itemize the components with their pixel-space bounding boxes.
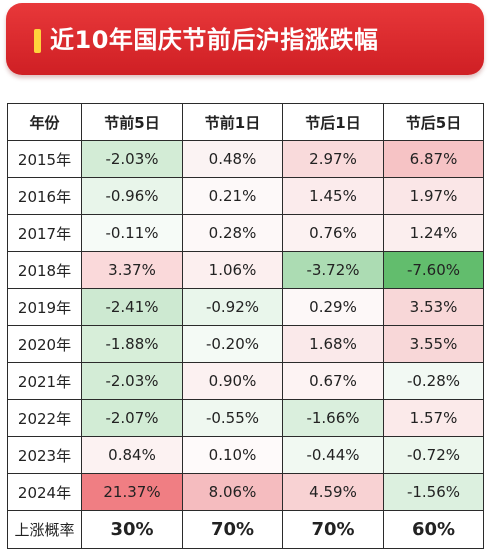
- value-cell: -0.11%: [81, 214, 183, 252]
- table-row: 2017年 -0.11% 0.28% 0.76% 1.24%: [7, 214, 484, 252]
- value-cell: 4.59%: [282, 473, 384, 511]
- value-cell: 3.37%: [81, 251, 183, 289]
- value-cell: 0.21%: [182, 177, 283, 215]
- year-cell: 2023年: [7, 436, 82, 474]
- column-header-post-5d: 节后5日: [383, 103, 484, 141]
- year-cell: 2021年: [7, 362, 82, 400]
- summary-value: 60%: [383, 510, 484, 549]
- value-cell: -0.55%: [182, 399, 283, 437]
- value-cell: 21.37%: [81, 473, 183, 511]
- table-row: 2022年 -2.07% -0.55% -1.66% 1.57%: [7, 399, 484, 437]
- value-cell: 0.48%: [182, 140, 283, 178]
- table-row: 2021年 -2.03% 0.90% 0.67% -0.28%: [7, 362, 484, 400]
- table-row: 2023年 0.84% 0.10% -0.44% -0.72%: [7, 436, 484, 474]
- title-accent-bar: [34, 29, 41, 53]
- value-cell: -0.20%: [182, 325, 283, 363]
- column-header-pre-1d: 节前1日: [182, 103, 283, 141]
- value-cell: -2.03%: [81, 362, 183, 400]
- value-cell: 0.10%: [182, 436, 283, 474]
- year-cell: 2019年: [7, 288, 82, 326]
- value-cell: -2.07%: [81, 399, 183, 437]
- year-cell: 2017年: [7, 214, 82, 252]
- year-cell: 2020年: [7, 325, 82, 363]
- value-cell: 3.53%: [383, 288, 484, 326]
- value-cell: -3.72%: [282, 251, 384, 289]
- value-cell: 0.76%: [282, 214, 384, 252]
- value-cell: 1.68%: [282, 325, 384, 363]
- value-cell: 0.90%: [182, 362, 283, 400]
- summary-value: 70%: [282, 510, 384, 549]
- table-header-row: 年份 节前5日 节前1日 节后1日 节后5日: [7, 103, 484, 141]
- value-cell: 1.24%: [383, 214, 484, 252]
- year-cell: 2015年: [7, 140, 82, 178]
- value-cell: -7.60%: [383, 251, 484, 289]
- year-cell: 2024年: [7, 473, 82, 511]
- column-header-pre-5d: 节前5日: [81, 103, 183, 141]
- table-row: 2019年 -2.41% -0.92% 0.29% 3.53%: [7, 288, 484, 326]
- value-cell: -0.28%: [383, 362, 484, 400]
- returns-table: 年份 节前5日 节前1日 节后1日 节后5日 2015年 -2.03% 0.48…: [7, 103, 484, 549]
- value-cell: 0.67%: [282, 362, 384, 400]
- value-cell: 1.97%: [383, 177, 484, 215]
- value-cell: -0.72%: [383, 436, 484, 474]
- column-header-post-1d: 节后1日: [282, 103, 384, 141]
- value-cell: 0.84%: [81, 436, 183, 474]
- title-banner: 近10年国庆节前后沪指涨跌幅: [6, 3, 484, 75]
- value-cell: 1.06%: [182, 251, 283, 289]
- column-header-year: 年份: [7, 103, 82, 141]
- year-cell: 2022年: [7, 399, 82, 437]
- table-row: 2015年 -2.03% 0.48% 2.97% 6.87%: [7, 140, 484, 178]
- table-row: 2024年 21.37% 8.06% 4.59% -1.56%: [7, 473, 484, 511]
- summary-row: 上涨概率 30% 70% 70% 60%: [7, 510, 484, 549]
- value-cell: 0.28%: [182, 214, 283, 252]
- summary-label: 上涨概率: [7, 510, 82, 549]
- value-cell: 1.45%: [282, 177, 384, 215]
- value-cell: 8.06%: [182, 473, 283, 511]
- value-cell: -2.41%: [81, 288, 183, 326]
- value-cell: 2.97%: [282, 140, 384, 178]
- page-title: 近10年国庆节前后沪指涨跌幅: [50, 26, 379, 54]
- value-cell: 1.57%: [383, 399, 484, 437]
- table-row: 2020年 -1.88% -0.20% 1.68% 3.55%: [7, 325, 484, 363]
- value-cell: 3.55%: [383, 325, 484, 363]
- table-row: 2018年 3.37% 1.06% -3.72% -7.60%: [7, 251, 484, 289]
- summary-value: 30%: [81, 510, 183, 549]
- year-cell: 2018年: [7, 251, 82, 289]
- value-cell: -1.88%: [81, 325, 183, 363]
- summary-value: 70%: [182, 510, 283, 549]
- value-cell: -0.92%: [182, 288, 283, 326]
- value-cell: 0.29%: [282, 288, 384, 326]
- value-cell: -0.44%: [282, 436, 384, 474]
- value-cell: -1.66%: [282, 399, 384, 437]
- value-cell: 6.87%: [383, 140, 484, 178]
- returns-table-container: 年份 节前5日 节前1日 节后1日 节后5日 2015年 -2.03% 0.48…: [7, 103, 484, 549]
- value-cell: -0.96%: [81, 177, 183, 215]
- table-row: 2016年 -0.96% 0.21% 1.45% 1.97%: [7, 177, 484, 215]
- table-body: 2015年 -2.03% 0.48% 2.97% 6.87% 2016年 -0.…: [7, 140, 484, 549]
- value-cell: -2.03%: [81, 140, 183, 178]
- year-cell: 2016年: [7, 177, 82, 215]
- value-cell: -1.56%: [383, 473, 484, 511]
